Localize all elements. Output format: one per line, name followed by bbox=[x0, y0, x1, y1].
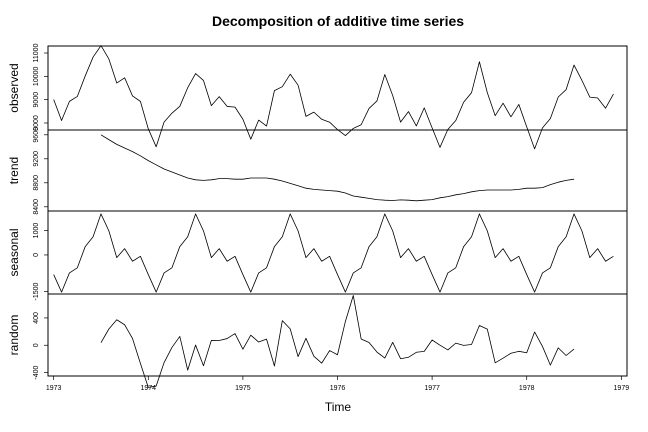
y-tick-label-random: 400 bbox=[33, 312, 40, 324]
y-tick-label-trend: 9200 bbox=[33, 151, 40, 167]
series-line-observed bbox=[53, 45, 614, 150]
y-tick-label-random: 0 bbox=[33, 343, 40, 347]
y-tick-label-observed: 11000 bbox=[33, 43, 40, 62]
chart-title: Decomposition of additive time series bbox=[212, 13, 464, 29]
y-tick-label-observed: 8000 bbox=[33, 115, 40, 131]
y-tick-label-trend: 9600 bbox=[33, 127, 40, 143]
series-line-seasonal bbox=[53, 213, 614, 293]
x-tick-label: 1978 bbox=[519, 385, 535, 392]
y-axis-title-random: random bbox=[7, 315, 21, 356]
y-tick-label-seasonal: 0 bbox=[33, 253, 40, 257]
y-tick-label-seasonal: -1500 bbox=[33, 283, 40, 301]
x-tick-label: 1979 bbox=[614, 385, 630, 392]
panel-frame-trend bbox=[47, 129, 628, 212]
y-tick-label-observed: 9000 bbox=[33, 92, 40, 108]
panel-frame-seasonal bbox=[47, 210, 628, 295]
x-tick-label: 1976 bbox=[330, 385, 346, 392]
x-tick-label: 1975 bbox=[235, 385, 251, 392]
panel-frame-random bbox=[47, 293, 628, 377]
x-tick-label: 1973 bbox=[46, 385, 62, 392]
y-tick-label-trend: 8400 bbox=[33, 199, 40, 215]
y-axis-title-seasonal: seasonal bbox=[7, 228, 21, 276]
y-tick-label-random: -400 bbox=[33, 365, 40, 379]
panel-observed: observed 8000 9000 10000 11000 bbox=[7, 43, 628, 150]
x-axis-title: Time bbox=[325, 400, 352, 414]
x-tick-label: 1974 bbox=[140, 385, 156, 392]
series-line-random bbox=[100, 295, 575, 388]
y-tick-label-trend: 8800 bbox=[33, 175, 40, 191]
y-axis-title-observed: observed bbox=[7, 63, 21, 112]
chart-panels: observed800090001000011000trend840088009… bbox=[7, 43, 628, 388]
panel-trend: trend 8400 8800 9200 9600 bbox=[7, 127, 628, 215]
panel-seasonal: seasonal -1500 0 1000 bbox=[7, 210, 628, 301]
panel-frame-observed bbox=[47, 45, 628, 131]
panel-random: random -400 0 400 bbox=[7, 293, 628, 388]
y-tick-label-observed: 10000 bbox=[33, 66, 40, 86]
series-line-trend bbox=[100, 134, 575, 202]
x-axis: 1973 1974 1975 1976 1977 1978 1979 bbox=[46, 376, 629, 392]
x-tick-label: 1977 bbox=[424, 385, 440, 392]
y-tick-label-seasonal: 1000 bbox=[33, 223, 40, 239]
y-axis-title-trend: trend bbox=[7, 157, 21, 184]
